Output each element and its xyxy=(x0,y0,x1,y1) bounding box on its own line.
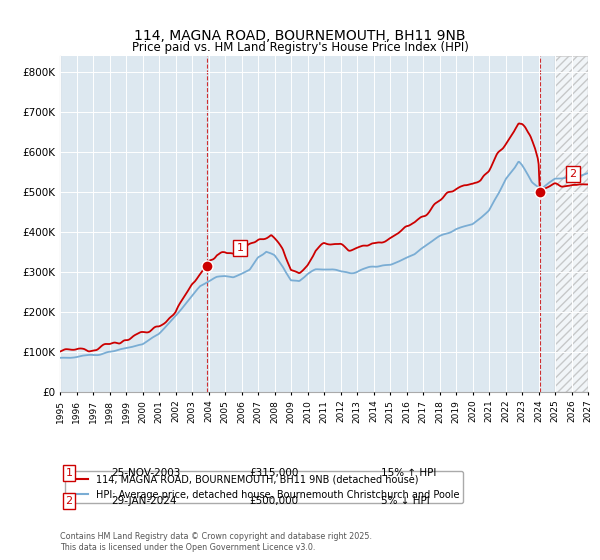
Text: 1: 1 xyxy=(65,468,73,478)
Text: 15% ↑ HPI: 15% ↑ HPI xyxy=(381,468,436,478)
Text: 1: 1 xyxy=(236,243,244,253)
Bar xyxy=(555,56,588,392)
Text: Price paid vs. HM Land Registry's House Price Index (HPI): Price paid vs. HM Land Registry's House … xyxy=(131,41,469,54)
Bar xyxy=(555,56,588,392)
Text: £315,000: £315,000 xyxy=(249,468,298,478)
Text: 114, MAGNA ROAD, BOURNEMOUTH, BH11 9NB: 114, MAGNA ROAD, BOURNEMOUTH, BH11 9NB xyxy=(134,29,466,44)
Text: 2: 2 xyxy=(569,169,577,179)
Text: 2: 2 xyxy=(65,496,73,506)
Text: 29-JAN-2024: 29-JAN-2024 xyxy=(111,496,176,506)
Text: 25-NOV-2003: 25-NOV-2003 xyxy=(111,468,181,478)
Text: £500,000: £500,000 xyxy=(249,496,298,506)
Legend: 114, MAGNA ROAD, BOURNEMOUTH, BH11 9NB (detached house), HPI: Average price, det: 114, MAGNA ROAD, BOURNEMOUTH, BH11 9NB (… xyxy=(65,471,463,503)
Text: 5% ↓ HPI: 5% ↓ HPI xyxy=(381,496,430,506)
Text: Contains HM Land Registry data © Crown copyright and database right 2025.
This d: Contains HM Land Registry data © Crown c… xyxy=(60,532,372,552)
